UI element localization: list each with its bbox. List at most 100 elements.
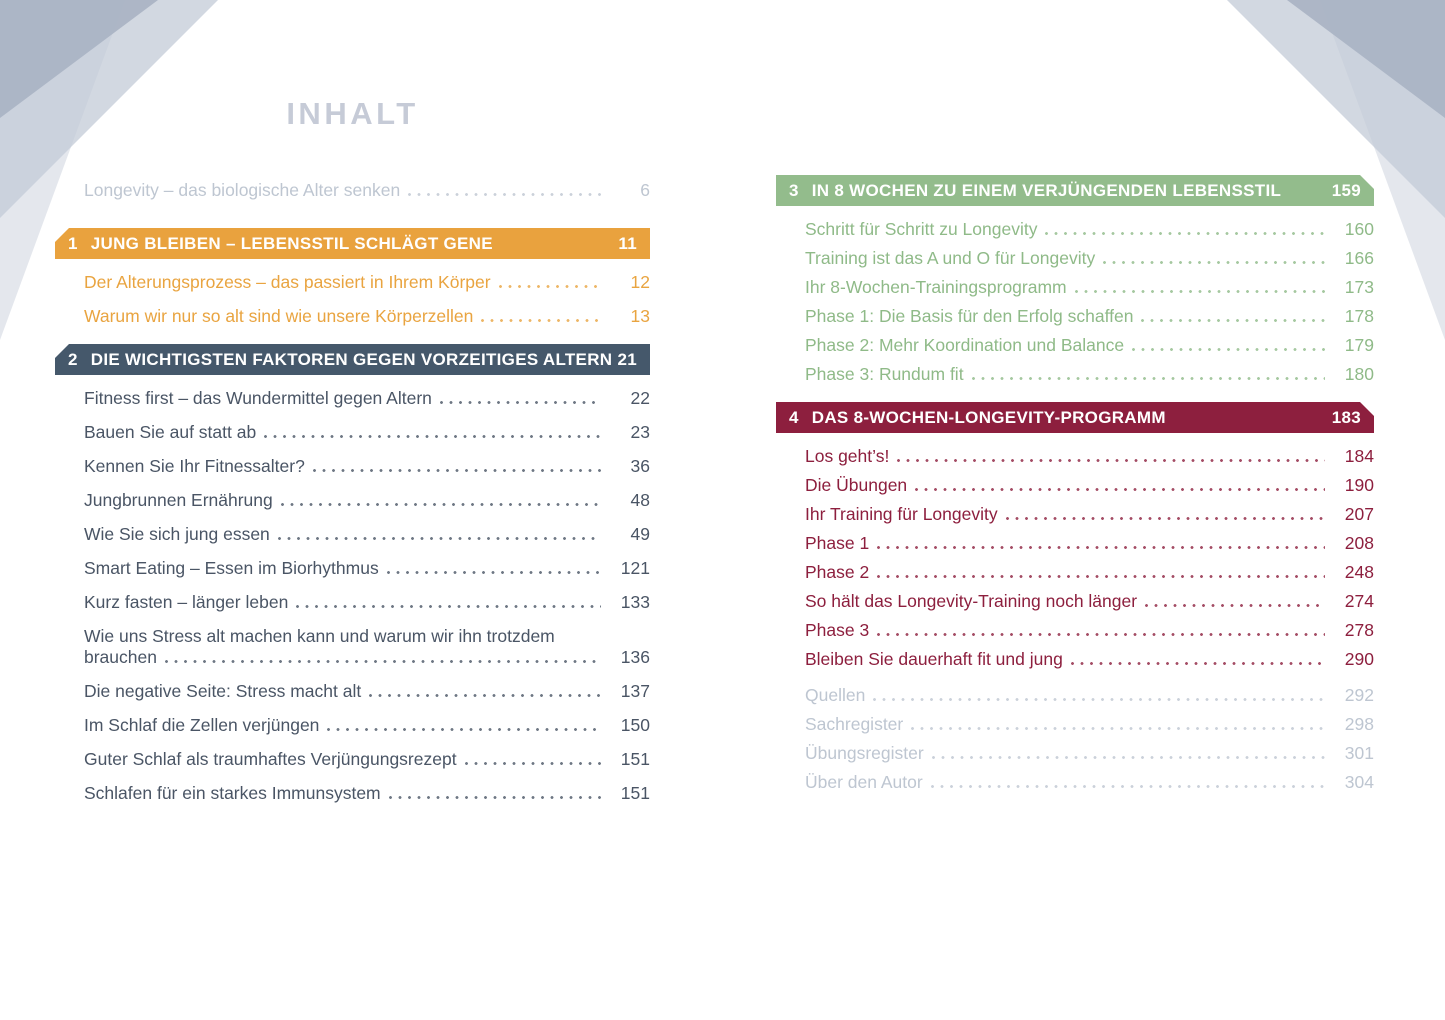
toc-entry-page: 12	[630, 272, 650, 292]
toc-entry-label-line2: brauchen	[84, 647, 157, 667]
dot-leader	[1005, 517, 1325, 520]
toc-entry[interactable]: Phase 2 248	[805, 562, 1374, 583]
toc-entry-label: Phase 2	[805, 562, 870, 582]
toc-entry[interactable]: Quellen 292	[805, 685, 1374, 706]
toc-entry[interactable]: Wie Sie sich jung essen 49	[84, 524, 650, 545]
toc-entry-label: Die Übungen	[805, 475, 908, 495]
dot-leader	[164, 660, 601, 663]
toc-entry-page: 23	[630, 422, 650, 442]
toc-entry-page: 178	[1344, 306, 1374, 326]
dot-leader	[464, 762, 601, 765]
toc-entry-label: Schritt für Schritt zu Longevity	[805, 219, 1038, 239]
toc-entry-label: Phase 3	[805, 620, 870, 640]
section-title: JUNG BLEIBEN – LEBENSSTIL SCHLÄGT GENE	[90, 233, 493, 253]
section-1-entries: Der Alterungsprozess – das passiert in I…	[55, 272, 650, 327]
toc-entry[interactable]: Phase 2: Mehr Koordination und Balance 1…	[805, 335, 1374, 356]
toc-entry-label-line1: Wie uns Stress alt machen kann und warum…	[84, 626, 555, 646]
toc-entry-page: 151	[620, 749, 650, 769]
toc-entry-label: Phase 1: Die Basis für den Erfolg schaff…	[805, 306, 1134, 326]
toc-entry[interactable]: Fitness first – das Wundermittel gegen A…	[84, 388, 650, 409]
toc-entry-label: Ihr 8-Wochen-Trainingsprogramm	[805, 277, 1067, 297]
toc-entry-label: Training ist das A und O für Longevity	[805, 248, 1096, 268]
section-page: 11	[618, 233, 637, 253]
toc-entry[interactable]: Jungbrunnen Ernährung 48	[84, 490, 650, 511]
toc-left-column: Longevity – das biologische Alter senken…	[55, 180, 650, 817]
toc-entry[interactable]: Über den Autor 304	[805, 772, 1374, 793]
toc-entry[interactable]: Übungsregister 301	[805, 743, 1374, 764]
dot-leader	[277, 537, 601, 540]
toc-entry[interactable]: Smart Eating – Essen im Biorhythmus 121	[84, 558, 650, 579]
toc-entry[interactable]: Kurz fasten – länger leben 133	[84, 592, 650, 613]
section-page: 21	[617, 349, 637, 369]
dot-leader	[930, 785, 1325, 788]
toc-entry-label: Im Schlaf die Zellen verjüngen	[84, 715, 320, 735]
toc-entry-label: Ihr Training für Longevity	[805, 504, 998, 524]
dot-leader	[971, 377, 1325, 380]
toc-entry-label: Über den Autor	[805, 772, 923, 792]
section-heading-3[interactable]: 3 IN 8 WOCHEN ZU EINEM VERJÜNGENDEN LEBE…	[776, 175, 1374, 206]
toc-entry-label: Bauen Sie auf statt ab	[84, 422, 257, 442]
toc-entry[interactable]: Sachregister 298	[805, 714, 1374, 735]
toc-entry[interactable]: Wie uns Stress alt machen kann und warum…	[84, 626, 650, 668]
dot-leader	[931, 756, 1325, 759]
toc-entry-label: Guter Schlaf als traumhaftes Verjüngungs…	[84, 749, 457, 769]
toc-entry[interactable]: Ihr 8-Wochen-Trainingsprogramm 173	[805, 277, 1374, 298]
toc-entry-page: 49	[630, 524, 650, 544]
toc-entry[interactable]: Phase 1 208	[805, 533, 1374, 554]
toc-entry-page: 292	[1344, 685, 1374, 705]
toc-entry-page: 274	[1344, 591, 1374, 611]
toc-entry[interactable]: Phase 1: Die Basis für den Erfolg schaff…	[805, 306, 1374, 327]
page-title: INHALT	[286, 96, 419, 131]
toc-entry-page: 136	[620, 647, 650, 667]
toc-entry[interactable]: Die Übungen 190	[805, 475, 1374, 496]
toc-entry-page: 180	[1344, 364, 1374, 384]
dot-leader	[386, 571, 601, 574]
toc-entry-page: 278	[1344, 620, 1374, 640]
toc-entry[interactable]: Los geht’s! 184	[805, 446, 1374, 467]
toc-entry-label: Kurz fasten – länger leben	[84, 592, 289, 612]
toc-entry-page: 36	[630, 456, 650, 476]
toc-entry-label: So hält das Longevity-Training noch läng…	[805, 591, 1138, 611]
toc-entry-page: 151	[620, 783, 650, 803]
toc-entry[interactable]: Training ist das A und O für Longevity 1…	[805, 248, 1374, 269]
toc-entry-page: 248	[1344, 562, 1374, 582]
toc-entry-label: Phase 1	[805, 533, 870, 553]
toc-entry[interactable]: Schlafen für ein starkes Immunsystem 151	[84, 783, 650, 804]
toc-entry[interactable]: Ihr Training für Longevity 207	[805, 504, 1374, 525]
section-title: DAS 8-WOCHEN-LONGEVITY-PROGRAMM	[811, 407, 1166, 427]
toc-entry[interactable]: Die negative Seite: Stress macht alt 137	[84, 681, 650, 702]
section-heading-4[interactable]: 4 DAS 8-WOCHEN-LONGEVITY-PROGRAMM 183	[776, 402, 1374, 433]
section-heading-1[interactable]: 1 JUNG BLEIBEN – LEBENSSTIL SCHLÄGT GENE…	[55, 228, 650, 259]
toc-entry-label: Phase 3: Rundum fit	[805, 364, 964, 384]
dot-leader	[911, 727, 1325, 730]
toc-entry-page: 22	[630, 388, 650, 408]
toc-entry-page: 184	[1344, 446, 1374, 466]
toc-entry-label: Wie Sie sich jung essen	[84, 524, 270, 544]
dot-leader	[327, 728, 601, 731]
section-page: 159	[1331, 180, 1361, 200]
toc-entry[interactable]: Guter Schlaf als traumhaftes Verjüngungs…	[84, 749, 650, 770]
toc-entry-page: 190	[1344, 475, 1374, 495]
toc-entry[interactable]: Bleiben Sie dauerhaft fit und jung 290	[805, 649, 1374, 670]
toc-entry[interactable]: Warum wir nur so alt sind wie unsere Kör…	[84, 306, 650, 327]
toc-entry-page: 160	[1344, 219, 1374, 239]
toc-entry-label: Übungsregister	[805, 743, 924, 763]
dot-leader	[873, 698, 1325, 701]
toc-entry[interactable]: Bauen Sie auf statt ab 23	[84, 422, 650, 443]
dot-leader	[1045, 232, 1325, 235]
section-title: DIE WICHTIGSTEN FAKTOREN GEGEN VORZEITIG…	[90, 349, 613, 369]
toc-entry[interactable]: Der Alterungsprozess – das passiert in I…	[84, 272, 650, 293]
toc-entry[interactable]: So hält das Longevity-Training noch läng…	[805, 591, 1374, 612]
dot-leader	[1141, 319, 1325, 322]
toc-entry[interactable]: Im Schlaf die Zellen verjüngen 150	[84, 715, 650, 736]
toc-entry-intro[interactable]: Longevity – das biologische Alter senken…	[84, 180, 650, 201]
dot-leader	[439, 401, 601, 404]
toc-entry[interactable]: Kennen Sie Ihr Fitnessalter? 36	[84, 456, 650, 477]
toc-entry[interactable]: Phase 3: Rundum fit 180	[805, 364, 1374, 385]
toc-entry[interactable]: Phase 3 278	[805, 620, 1374, 641]
dot-leader	[312, 469, 601, 472]
section-heading-2[interactable]: 2 DIE WICHTIGSTEN FAKTOREN GEGEN VORZEIT…	[55, 344, 650, 375]
toc-entry[interactable]: Schritt für Schritt zu Longevity 160	[805, 219, 1374, 240]
dot-leader	[1074, 290, 1325, 293]
toc-entry-page: 13	[630, 306, 650, 326]
